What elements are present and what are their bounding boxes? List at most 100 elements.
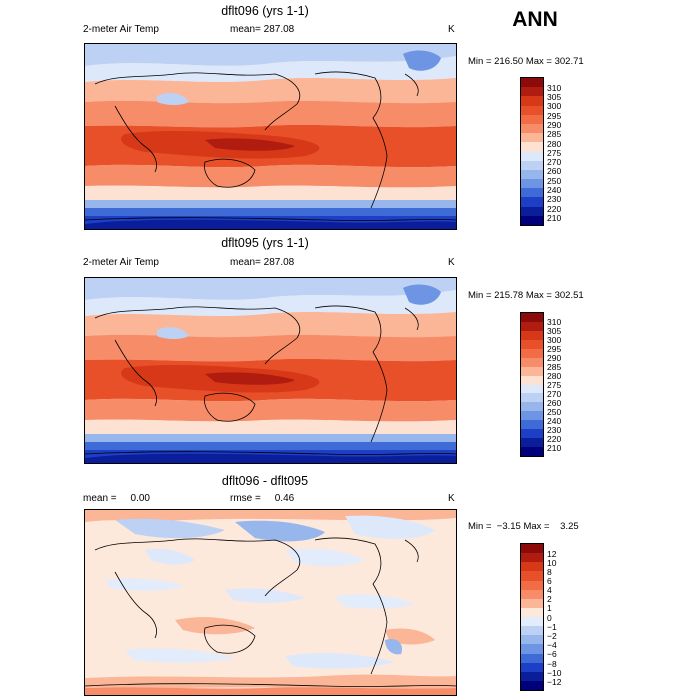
colorbar-label: −1 xyxy=(547,622,557,632)
panel-1-minmax: Min = 216.50 Max = 302.71 xyxy=(468,56,584,67)
colorbar-label: 210 xyxy=(547,213,562,223)
panel-1-variable-label: 2-meter Air Temp xyxy=(83,24,159,35)
colorbar-swatch xyxy=(521,420,543,430)
colorbar-label: −2 xyxy=(547,631,557,641)
colorbar-swatch xyxy=(521,96,543,106)
colorbar-swatch xyxy=(521,366,543,376)
colorbar-swatch xyxy=(521,206,543,216)
colorbar-label: 270 xyxy=(547,157,562,167)
colorbar-swatch xyxy=(521,571,543,581)
panel-1-units: K xyxy=(448,24,455,35)
colorbar-label: 290 xyxy=(547,353,562,363)
colorbar-swatch xyxy=(521,662,543,672)
colorbar-label: 2 xyxy=(547,594,552,604)
colorbar-label: 310 xyxy=(547,83,562,93)
colorbar-label: 295 xyxy=(547,344,562,354)
panel-2-mean-label: mean= 287.08 xyxy=(230,257,295,268)
colorbar-swatch xyxy=(521,215,543,225)
panel-3-colorbar xyxy=(520,543,544,691)
colorbar-label: −12 xyxy=(547,677,562,687)
colorbar-label: 285 xyxy=(547,129,562,139)
colorbar-swatch xyxy=(521,78,543,88)
colorbar-swatch xyxy=(521,375,543,385)
colorbar-swatch xyxy=(521,680,543,690)
colorbar-swatch xyxy=(521,179,543,189)
colorbar-label: 310 xyxy=(547,317,562,327)
colorbar-swatch xyxy=(521,626,543,636)
panel-3-minmax: Min = −3.15 Max = 3.25 xyxy=(468,521,579,532)
colorbar-label: −8 xyxy=(547,659,557,669)
colorbar-swatch xyxy=(521,330,543,340)
colorbar-swatch xyxy=(521,438,543,448)
colorbar-swatch xyxy=(521,188,543,198)
panel-3-units: K xyxy=(448,493,455,504)
colorbar-swatch xyxy=(521,321,543,331)
colorbar-swatch xyxy=(521,357,543,367)
panel-3-mean-label: mean = 0.00 xyxy=(83,493,150,504)
colorbar-swatch xyxy=(521,644,543,654)
colorbar-swatch xyxy=(521,580,543,590)
colorbar-swatch xyxy=(521,562,543,572)
colorbar-label: 300 xyxy=(547,335,562,345)
panel-1-title: dflt096 (yrs 1-1) xyxy=(221,4,309,18)
colorbar-swatch xyxy=(521,313,543,322)
colorbar-label: 280 xyxy=(547,371,562,381)
colorbar-label: 260 xyxy=(547,398,562,408)
colorbar-label: 285 xyxy=(547,362,562,372)
colorbar-label: −4 xyxy=(547,640,557,650)
colorbar-swatch xyxy=(521,160,543,170)
colorbar-label: 250 xyxy=(547,176,562,186)
colorbar-swatch xyxy=(521,142,543,152)
colorbar-swatch xyxy=(521,393,543,403)
panel-1-mean-label: mean= 287.08 xyxy=(230,24,295,35)
colorbar-label: −10 xyxy=(547,668,562,678)
panel-2-title: dflt095 (yrs 1-1) xyxy=(221,236,309,250)
colorbar-label: 1 xyxy=(547,603,552,613)
colorbar-label: 305 xyxy=(547,326,562,336)
panel-1-temperature-map xyxy=(84,43,457,230)
panel-2-minmax: Min = 215.78 Max = 302.51 xyxy=(468,290,584,301)
colorbar-label: −6 xyxy=(547,649,557,659)
colorbar-swatch xyxy=(521,348,543,358)
colorbar-label: 260 xyxy=(547,166,562,176)
colorbar-label: 230 xyxy=(547,425,562,435)
colorbar-label: 220 xyxy=(547,434,562,444)
colorbar-label: 275 xyxy=(547,380,562,390)
colorbar-swatch xyxy=(521,429,543,439)
colorbar-swatch xyxy=(521,589,543,599)
panel-2-units: K xyxy=(448,257,455,268)
panel-2-variable-label: 2-meter Air Temp xyxy=(83,257,159,268)
colorbar-swatch xyxy=(521,123,543,134)
colorbar-swatch xyxy=(521,402,543,412)
colorbar-label: 280 xyxy=(547,139,562,149)
colorbar-swatch xyxy=(521,114,543,124)
panel-1-colorbar xyxy=(520,77,544,226)
panel-2-temperature-map xyxy=(84,277,457,464)
colorbar-swatch xyxy=(521,339,543,349)
colorbar-swatch xyxy=(521,635,543,645)
colorbar-label: 305 xyxy=(547,92,562,102)
colorbar-label: 0 xyxy=(547,613,552,623)
panel-3-title: dflt096 - dflt095 xyxy=(221,474,309,488)
colorbar-label: 10 xyxy=(547,558,557,568)
colorbar-swatch xyxy=(521,598,543,608)
colorbar-swatch xyxy=(521,671,543,681)
panel-3-difference-map xyxy=(84,509,457,696)
colorbar-label: 250 xyxy=(547,407,562,417)
colorbar-label: 240 xyxy=(547,185,562,195)
colorbar-label: 270 xyxy=(547,389,562,399)
colorbar-swatch xyxy=(521,87,543,97)
season-label: ANN xyxy=(512,8,558,31)
colorbar-swatch xyxy=(521,151,543,161)
colorbar-label: 8 xyxy=(547,567,552,577)
colorbar-label: 300 xyxy=(547,101,562,111)
colorbar-swatch xyxy=(521,553,543,563)
colorbar-label: 275 xyxy=(547,148,562,158)
colorbar-label: 6 xyxy=(547,576,552,586)
colorbar-label: 220 xyxy=(547,204,562,214)
colorbar-swatch xyxy=(521,411,543,421)
colorbar-swatch xyxy=(521,617,543,627)
colorbar-swatch xyxy=(521,544,543,554)
colorbar-label: 295 xyxy=(547,111,562,121)
panel-2-colorbar xyxy=(520,312,544,457)
